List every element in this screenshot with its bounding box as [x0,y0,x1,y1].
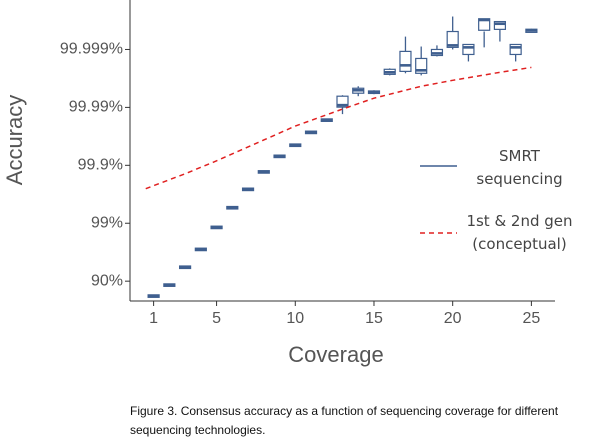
x-tick-label: 5 [212,310,221,327]
box [462,43,475,56]
legend-label: 1st & 2nd gen (conceptual) [466,212,573,253]
box [509,43,522,56]
box [493,20,507,30]
line [145,66,532,190]
x-tick-label: 20 [444,310,462,327]
caption: Figure 3. Consensus accuracy as a functi… [130,404,559,437]
x-tick-label: 10 [286,310,304,327]
x-tick-label: 25 [522,310,540,327]
y-tick-label: 90% [91,272,123,289]
legend-label: SMRT sequencing [476,147,563,188]
box [446,30,459,48]
x-axis-label: Coverage [288,342,383,367]
x-tick-label: 15 [365,310,383,327]
x-tick-label: 1 [149,310,158,327]
y-tick-label: 99.9% [78,157,123,174]
y-tick-label: 99.999% [60,41,123,58]
y-tick-label: 99.99% [69,99,123,116]
y-tick-label: 99% [91,214,123,231]
y-axis-label: Accuracy [2,95,27,185]
box [399,50,412,72]
box [336,95,349,108]
box [415,57,428,74]
